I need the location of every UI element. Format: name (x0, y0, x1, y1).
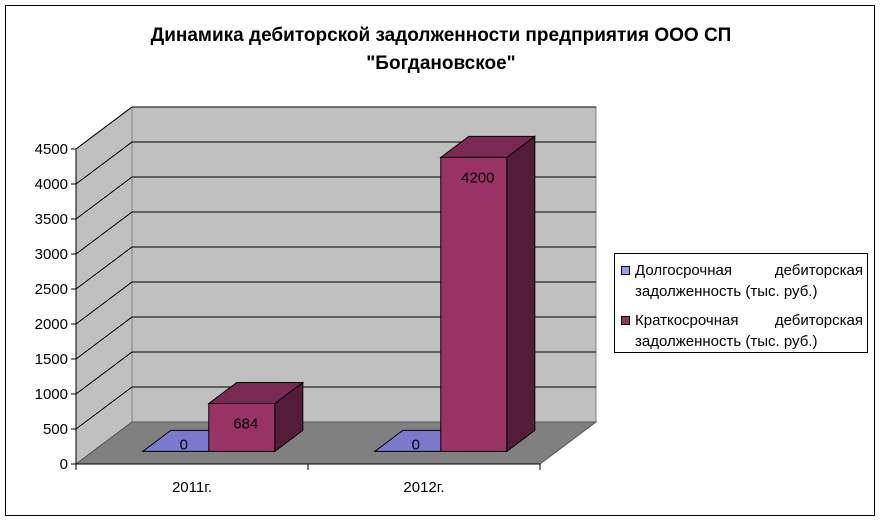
bar-side (506, 135, 536, 453)
y-tick-label: 3000 (35, 246, 68, 263)
y-tick-label: 0 (60, 456, 68, 473)
legend-item-long-term: Долгосрочная дебиторская задолженность (… (621, 260, 863, 302)
x-tick-label: 2011г. (172, 479, 212, 496)
bar (208, 403, 276, 452)
legend-swatch-long-term (621, 266, 630, 275)
y-tick-label: 1500 (35, 351, 68, 368)
data-label: 4200 (461, 169, 494, 186)
chart-legend: Долгосрочная дебиторская задолженность (… (614, 253, 868, 353)
x-tick-label: 2012г. (403, 479, 444, 496)
y-tick-label: 3500 (35, 211, 68, 228)
gridline (75, 141, 596, 185)
legend-swatch-short-term (621, 316, 630, 325)
y-tick-label: 2500 (35, 281, 68, 298)
legend-label-long-term: Долгосрочная дебиторская задолженность (… (635, 262, 863, 300)
y-tick-label: 1000 (35, 386, 68, 403)
bar (440, 156, 508, 452)
gridline (75, 106, 596, 150)
data-label: 684 (233, 416, 258, 433)
y-tick-label: 4500 (35, 141, 68, 158)
data-label: 0 (412, 436, 420, 453)
legend-item-short-term: Краткосрочная дебиторская задолженность … (621, 310, 863, 352)
y-tick-label: 500 (43, 421, 68, 438)
y-tick-label: 4000 (35, 176, 68, 193)
side-wall (75, 106, 133, 465)
y-tick-label: 2000 (35, 316, 68, 333)
chart-title: Динамика дебиторской задолженности предп… (150, 25, 732, 74)
data-label: 0 (180, 436, 188, 453)
legend-label-short-term: Краткосрочная дебиторская задолженность … (635, 312, 863, 350)
